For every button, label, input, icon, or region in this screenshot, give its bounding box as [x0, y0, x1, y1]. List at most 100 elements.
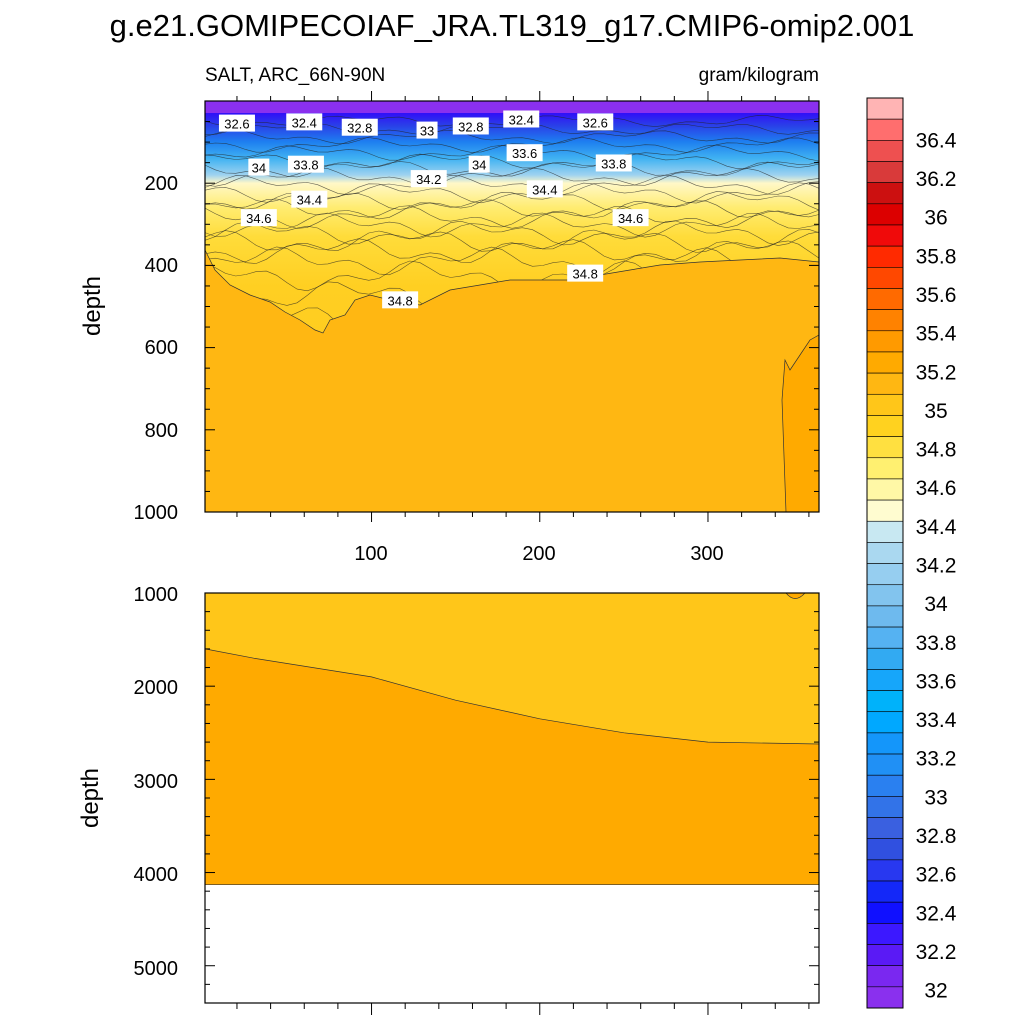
- colorbar-label: 36.4: [916, 129, 957, 152]
- colorbar-box: [866, 478, 904, 501]
- colorbar-box: [866, 330, 904, 353]
- isoline: [205, 137, 819, 153]
- colorbar-label: 33: [924, 786, 947, 809]
- contour-label: 32.4: [286, 113, 323, 131]
- contour-label-box: [410, 170, 447, 188]
- colorbar-box: [866, 97, 904, 120]
- upper-panel: 32.6 32.4 32.8 33 32.8 32.4 32.6 34 33.8 34.2 34 33…: [79, 91, 820, 565]
- colorbar-label: 33.8: [916, 632, 957, 655]
- contour-label-box: [218, 114, 255, 132]
- colorbar-box: [866, 542, 904, 564]
- contour-label: 34.4: [291, 190, 328, 208]
- isoline: [205, 246, 819, 276]
- contour-label: 34.6: [612, 209, 649, 227]
- contour-label: 32.6: [218, 114, 255, 132]
- colorbar-box: [866, 245, 904, 268]
- contour-34-9-region: [205, 648, 819, 886]
- colorbar-label: 32.2: [916, 941, 957, 964]
- colorbar-label: 35.6: [916, 284, 957, 307]
- contour-label-text: 34.4: [532, 182, 557, 197]
- colorbar-box: [866, 499, 904, 522]
- contour-label: 34.2: [410, 170, 447, 188]
- contour-label-box: [468, 155, 490, 173]
- colorbar-box: [866, 182, 904, 205]
- lower-ytick-4000: 4000: [134, 864, 179, 886]
- lower-ytick-1000: 1000: [134, 584, 179, 606]
- contour-label-text: 33.6: [512, 146, 537, 161]
- surface-fresh-layer: [205, 101, 819, 113]
- contour-label: 32.6: [577, 113, 614, 131]
- colorbar-label: 32.8: [916, 825, 957, 848]
- upper-ytick-200: 200: [145, 173, 178, 195]
- contour-label: 34: [468, 155, 490, 173]
- contour-label-box: [341, 118, 378, 136]
- colorbar-labels: 36.4 36.2 36 35.8 35.6 35.4 35.2 35 34.8 34.6 34.4…: [916, 129, 957, 1002]
- contour-label-text: 33.8: [601, 156, 626, 171]
- isoline: [205, 228, 819, 253]
- contour-label-box: [503, 110, 540, 128]
- colorbar-label: 36.2: [916, 168, 957, 191]
- colorbar-box: [866, 584, 904, 607]
- colorbar-box: [866, 288, 904, 310]
- isoline: [205, 129, 819, 145]
- contour-label-box: [577, 113, 614, 131]
- contour-label-text: 32.8: [347, 121, 372, 136]
- contour-label: 32.8: [341, 118, 378, 136]
- colorbar-box: [866, 457, 904, 480]
- colorbar-box: [866, 774, 904, 797]
- colorbar-box: [866, 161, 904, 183]
- colorbar-label: 33.4: [916, 709, 957, 732]
- colorbar-box: [866, 796, 904, 818]
- upper-ytick-1000: 1000: [134, 502, 179, 524]
- colorbar-label: 35: [924, 400, 947, 423]
- contour-label: 32.8: [452, 117, 489, 135]
- lower-panel: 1000 2000 3000 4000 5000 depth: [77, 584, 820, 1015]
- contour-label-box: [291, 190, 328, 208]
- colorbar-box: [866, 393, 904, 416]
- colorbar-label: 36: [924, 207, 947, 230]
- colorbar-box: [866, 817, 904, 839]
- colorbar-label: 33.6: [916, 670, 957, 693]
- contour-label-text: 34: [252, 161, 266, 176]
- contour-label-text: 34.6: [618, 211, 643, 226]
- colorbar-box: [866, 753, 904, 776]
- isoline: [205, 174, 819, 196]
- contour-label-text: 33: [420, 124, 434, 139]
- colorbar-box: [866, 436, 904, 459]
- upper-ytick-600: 600: [145, 337, 178, 359]
- lower-ticks: [205, 592, 819, 1015]
- contour-label: 34.8: [382, 291, 419, 309]
- contour-label-box: [567, 264, 604, 282]
- xtick-200: 200: [522, 543, 555, 565]
- contour-label-box: [506, 144, 543, 162]
- colorbar-frame: [866, 97, 904, 1009]
- contour-label-text: 32.4: [292, 115, 317, 130]
- variable-label: SALT, ARC_66N-90N: [205, 65, 385, 86]
- colorbar-box: [866, 944, 904, 966]
- contour-label-text: 32.6: [583, 115, 608, 130]
- colorbar-box: [866, 224, 904, 247]
- colorbar-box: [866, 669, 904, 691]
- contour-label-text: 34.4: [297, 193, 322, 208]
- colorbar-label: 32.4: [916, 902, 957, 925]
- contour-label-text: 34: [472, 158, 486, 173]
- contour-label: 33.6: [506, 144, 543, 162]
- colorbar-label: 34.2: [916, 555, 957, 578]
- contour-label-text: 34.6: [246, 211, 271, 226]
- upper-ylabel: depth: [79, 276, 106, 336]
- contour-label: 33.8: [287, 155, 324, 173]
- isoline: [205, 198, 819, 220]
- colorbar-label: 34.6: [916, 477, 957, 500]
- colorbar-box: [866, 351, 904, 374]
- isoline: [205, 212, 819, 238]
- lower-ytick-2000: 2000: [134, 677, 179, 699]
- colorbar-box: [866, 605, 904, 628]
- colorbar-box: [866, 690, 904, 713]
- upper-ytick-400: 400: [145, 255, 178, 277]
- units-label: gram/kilogram: [699, 65, 819, 86]
- colorbar-boxes: [866, 97, 904, 1009]
- contour-label-box: [248, 158, 270, 176]
- figure-title: g.e21.GOMIPECOIAF_JRA.TL319_g17.CMIP6-om…: [110, 8, 915, 43]
- colorbar-box: [866, 923, 904, 945]
- colorbar-box: [866, 372, 904, 395]
